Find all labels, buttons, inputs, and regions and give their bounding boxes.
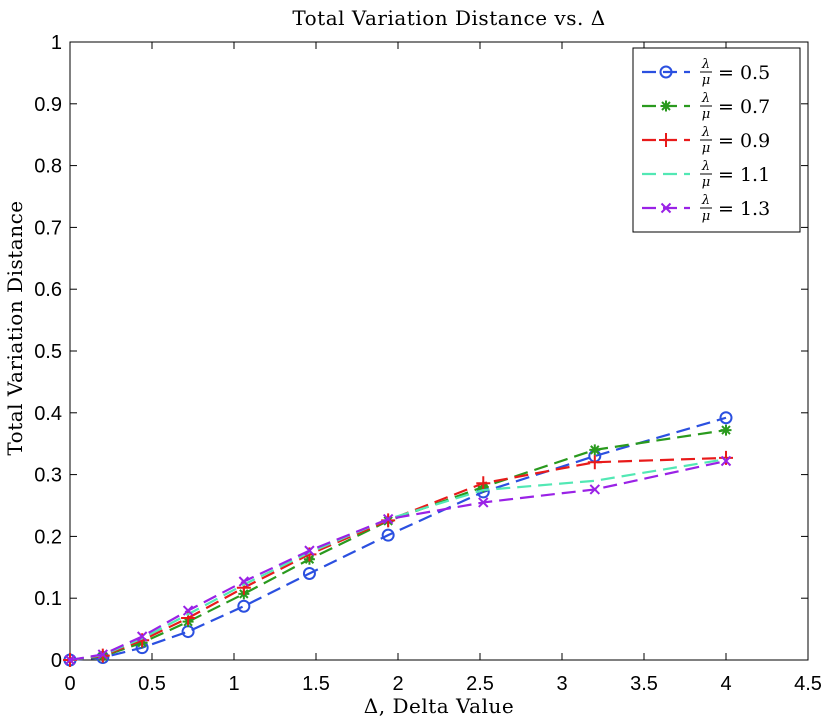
series-line [69, 416, 727, 662]
legend-box [632, 47, 801, 233]
y-tick-label: 0.7 [34, 217, 62, 239]
y-tick-label: 0.1 [34, 588, 62, 610]
x-tick-label: 3.5 [630, 673, 658, 695]
x-tick-label: 1.5 [302, 673, 330, 695]
data-point [236, 580, 251, 595]
legend-frac-den: μ [702, 175, 710, 190]
series-line [69, 456, 727, 662]
legend-frac-den: μ [702, 73, 710, 88]
data-point [719, 450, 733, 465]
data-point [237, 599, 251, 613]
y-tick-label: 0.8 [34, 156, 62, 178]
y-tick-label: 1 [51, 32, 62, 54]
legend-item: λμ = 0.7 [642, 91, 770, 122]
legend-value: = 0.9 [718, 130, 770, 152]
series-line [69, 429, 727, 662]
data-point [720, 424, 732, 436]
data-point [302, 566, 316, 580]
legend-frac-num: λ [701, 193, 710, 208]
series-layer [63, 411, 733, 667]
x-tick-label: 0 [64, 673, 75, 695]
legend-marker [659, 65, 673, 79]
legend-item: λμ = 0.5 [642, 57, 770, 88]
x-tick-label: 1 [228, 673, 239, 695]
series-5 [64, 455, 732, 666]
x-tick-label: 0.5 [138, 673, 166, 695]
data-point [182, 605, 194, 616]
y-tick-label: 0.5 [34, 341, 62, 363]
x-tick-label: 3 [556, 673, 567, 695]
legend-marker [659, 133, 673, 147]
data-point [238, 576, 250, 587]
series-line [69, 458, 727, 662]
data-point [587, 455, 602, 470]
data-point [97, 649, 109, 660]
x-tick-label: 2 [392, 673, 403, 695]
legend-item: λμ = 1.1 [642, 159, 770, 190]
legend-frac-den: μ [702, 107, 710, 122]
y-tick-label: 0.4 [34, 403, 62, 425]
data-point [719, 411, 733, 425]
y-tick-label: 0.9 [34, 94, 62, 116]
data-point [476, 476, 491, 491]
legend-frac-num: λ [701, 159, 710, 174]
data-point [478, 497, 489, 508]
legend-value: = 1.1 [718, 164, 770, 186]
legend-value: = 0.5 [718, 62, 770, 84]
series-4 [69, 458, 727, 662]
legend-marker [660, 202, 672, 214]
legend-frac-den: μ [702, 141, 710, 156]
y-tick-label: 0.3 [34, 465, 62, 487]
data-point [64, 654, 76, 666]
data-point [136, 631, 148, 642]
axes: 0 0.5 1 1.5 2 2.5 3 3.5 4 4.5 0 0.1 0.2 0.3 0.4 0.5 0.6 0… [34, 32, 822, 695]
x-axis-label: Δ, Delta Value [364, 694, 514, 718]
legend: λμ = 0.5λμ = 0.7λμ = 0.9λμ = 1.1λμ = 1.3 [632, 47, 801, 233]
legend-frac-num: λ [701, 91, 710, 106]
data-point [381, 528, 395, 542]
legend-value: = 1.3 [718, 198, 770, 220]
x-tick-label: 2.5 [466, 673, 494, 695]
legend-frac-den: μ [702, 209, 710, 224]
x-tick-label: 4 [720, 673, 731, 695]
chart-title: Total Variation Distance vs. Δ [292, 6, 605, 30]
legend-item: λμ = 0.9 [642, 125, 770, 156]
y-axis-label: Total Variation Distance [3, 200, 27, 455]
data-point [720, 455, 732, 467]
data-point [304, 545, 315, 556]
y-tick-label: 0.2 [34, 526, 62, 548]
y-tick-label: 0.6 [34, 279, 62, 301]
data-point [382, 513, 394, 525]
legend-frac-num: λ [701, 125, 710, 140]
legend-value: = 0.7 [718, 96, 770, 118]
data-point [589, 444, 601, 456]
legend-item: λμ = 1.3 [642, 193, 770, 224]
data-point [589, 484, 601, 495]
x-tick-label: 4.5 [794, 673, 822, 695]
legend-marker [660, 100, 672, 112]
y-tick-label: 0 [51, 650, 62, 672]
legend-frac-num: λ [701, 57, 710, 72]
series-line [69, 459, 727, 662]
